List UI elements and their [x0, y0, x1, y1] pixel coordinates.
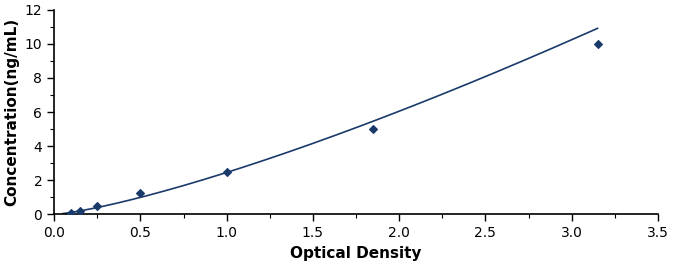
Y-axis label: Concentration(ng/mL): Concentration(ng/mL): [4, 18, 19, 206]
X-axis label: Optical Density: Optical Density: [290, 246, 422, 261]
